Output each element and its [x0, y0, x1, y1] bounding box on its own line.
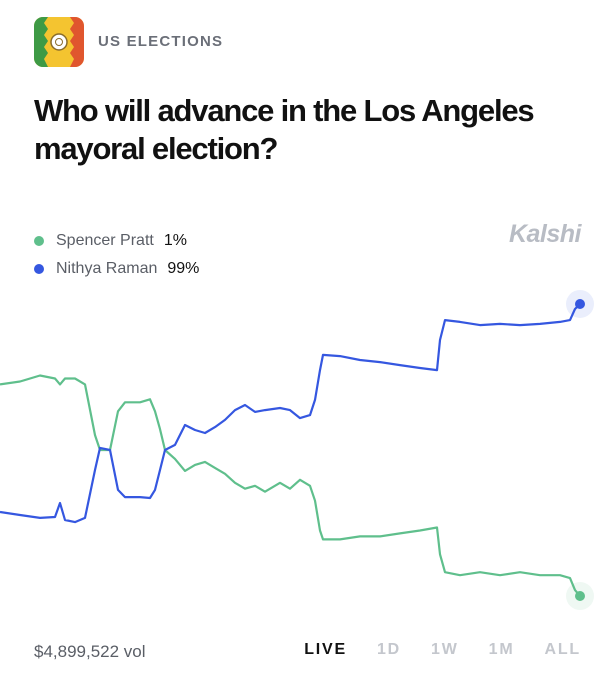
legend-item: Nithya Raman 99% — [34, 255, 199, 283]
legend-dot — [34, 264, 44, 274]
category: US ELECTIONS — [98, 33, 224, 50]
legend-percent: 1% — [163, 232, 187, 249]
end-dot — [575, 298, 585, 309]
end-dot — [575, 591, 585, 602]
series-line — [0, 303, 581, 524]
brand-logo: Kalshi — [508, 220, 582, 248]
range-tab[interactable]: 1W — [431, 641, 459, 658]
range-tab[interactable]: 1D — [376, 641, 402, 658]
legend: Spencer Pratt 1% Nithya Raman 99% — [34, 227, 199, 283]
flag-icon — [34, 17, 84, 67]
legend-item: Spencer Pratt 1% — [34, 227, 199, 255]
legend-name: Nithya Raman — [56, 260, 158, 277]
legend-name: Spencer Pratt — [56, 232, 154, 249]
market-icon — [34, 17, 84, 67]
market-title: Who will advance in the Los Angeles mayo… — [34, 93, 535, 166]
range-tab[interactable]: LIVE — [304, 641, 347, 658]
range-tab[interactable]: 1M — [488, 641, 515, 658]
range-tabs: LIVE 1D 1W 1M ALL — [304, 641, 581, 659]
range-tab[interactable]: ALL — [544, 641, 581, 658]
volume: $4,899,522 vol — [34, 642, 146, 661]
legend-dot — [34, 236, 44, 246]
series-line — [0, 374, 581, 597]
legend-percent: 99% — [167, 260, 200, 277]
